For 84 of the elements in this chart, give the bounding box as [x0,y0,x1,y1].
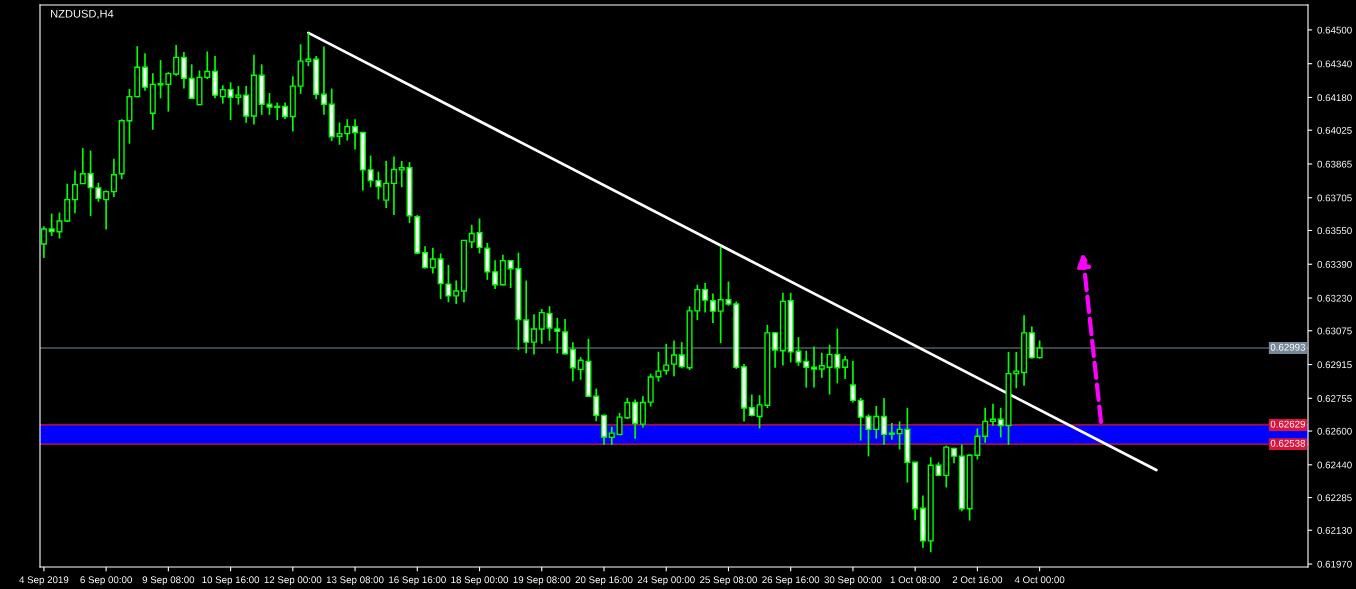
candlestick [243,85,250,124]
candlestick [173,44,180,77]
x-tick-label: 26 Sep 16:00 [762,576,820,586]
x-tick-label: 24 Sep 00:00 [637,576,695,586]
candlestick [219,84,226,105]
candlestick [71,169,79,215]
x-tick-label: 1 Oct 08:00 [890,576,940,584]
candlestick [110,157,117,198]
candlestick [632,398,639,440]
candlestick [818,351,825,379]
x-tick-label: 4 Oct 00:00 [1014,576,1065,584]
candlestick [103,189,110,231]
y-tick-label: 0.61970 [1317,560,1352,568]
candlestick [810,345,818,389]
candlestick [390,155,397,216]
candlestick [320,45,327,116]
candlestick [569,341,576,383]
candlestick [141,52,149,92]
chart-title: NZDUSD,H4 [51,9,114,19]
candlestick [484,242,491,281]
y-tick-label: 0.63550 [1317,227,1352,235]
x-tick-label: 16 Sep 16:00 [389,576,446,586]
y-tick-label: 0.64500 [1317,26,1352,34]
x-tick-label: 19 Sep 08:00 [513,576,571,586]
candlestick [523,279,530,355]
y-tick-label: 0.63075 [1317,327,1352,335]
candlestick [663,343,670,376]
candlestick [849,359,856,404]
candlestick [989,402,996,427]
x-tick-label: 25 Sep 08:00 [700,576,757,586]
candlestick [1036,339,1043,360]
x-tick-label: 13 Sep 08:00 [326,576,384,586]
candlestick [212,55,219,100]
y-tick-label: 0.63705 [1317,194,1352,202]
x-tick-label: 4 Sep 2019 [19,576,69,586]
candlestick [709,292,716,324]
ref-line-label: 0.62538 [1270,439,1306,447]
candlestick [670,339,678,378]
candlestick [40,225,47,259]
x-tick-label: 9 Sep 08:00 [142,576,195,586]
x-tick-label: 18 Sep 00:00 [451,576,509,586]
candlestick [772,331,779,369]
candlestick [352,118,359,151]
candlestick [562,318,569,356]
x-tick-label: 12 Sep 00:00 [264,576,322,586]
y-tick-label: 0.63230 [1317,294,1352,302]
y-tick-label: 0.63865 [1317,160,1352,168]
candlestick [593,387,600,422]
candlestick [881,397,888,446]
x-tick-label: 10 Sep 16:00 [202,576,260,586]
candlestick [600,413,608,446]
y-tick-label: 0.62130 [1317,527,1352,534]
candlestick [842,355,849,380]
candlestick [530,313,538,356]
candlestick [538,308,545,345]
y-tick-label: 0.62600 [1317,427,1352,435]
candlestick [608,425,615,446]
candlestick [639,395,646,429]
candlestick [982,406,989,444]
candlestick [453,279,460,305]
y-tick-label: 0.64340 [1317,60,1352,68]
candlestick [383,159,390,209]
y-tick-label: 0.62440 [1317,461,1352,469]
x-tick-label: 2 Oct 16:00 [952,576,1003,584]
candlestick [803,349,810,389]
y-tick-label: 0.62755 [1317,395,1352,402]
y-tick-label: 0.63390 [1317,260,1352,268]
y-tick-label: 0.62285 [1317,494,1352,502]
y-tick-label: 0.64180 [1317,94,1352,102]
candlestick [79,147,86,185]
candlestick [429,246,436,275]
y-tick-label: 0.64025 [1317,126,1352,134]
candlestick [492,259,499,290]
candlestick [64,182,71,223]
candlestick [180,51,187,90]
x-tick-label: 20 Sep 16:00 [575,576,633,586]
ref-line-label: 0.62629 [1270,420,1306,428]
x-tick-label: 6 Sep 00:00 [80,576,132,586]
y-tick-label: 0.62915 [1317,361,1352,369]
ref-line-label: 0.62993 [1270,343,1306,351]
x-tick-label: 30 Sep 00:00 [824,576,882,586]
candlestick [702,282,709,314]
candlestick [678,341,685,370]
candlestick [888,422,895,441]
